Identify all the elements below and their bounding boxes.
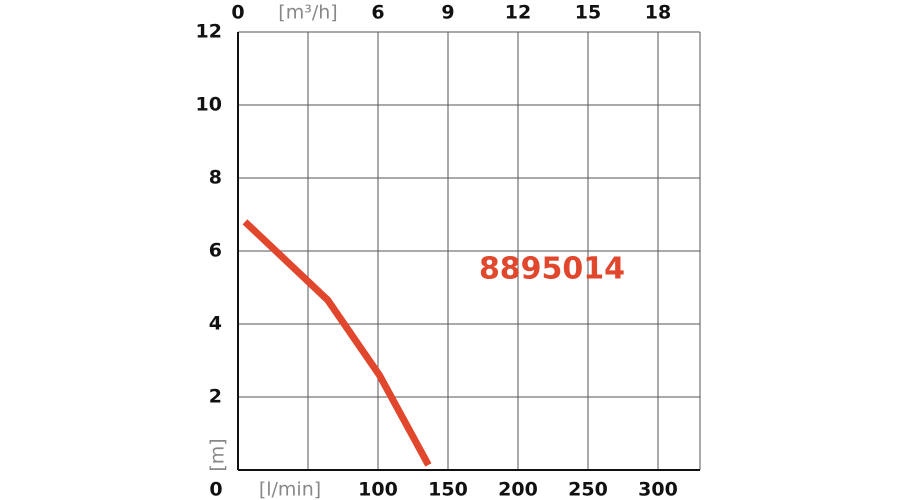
y-tick-label: 6	[209, 240, 222, 262]
x-tick-label: 250	[568, 479, 608, 500]
x2-tick-label: [m³/h]	[278, 2, 337, 24]
x2-tick-label: 18	[645, 2, 671, 24]
x-tick-label: 150	[428, 479, 468, 500]
x2-tick-label: 9	[441, 2, 454, 24]
y-tick-label: 4	[209, 313, 222, 335]
x-tick-label: [l/min]	[259, 479, 321, 500]
curve	[242, 219, 432, 467]
y-tick-label: 2	[209, 386, 222, 408]
x2-tick-label: 12	[505, 2, 531, 24]
x2-tick-label: 0	[231, 2, 244, 24]
x2-tick-label: 6	[371, 2, 384, 24]
y-tick-label: 8	[209, 167, 222, 189]
y-axis-label: [m]	[207, 438, 229, 471]
y-tick-label: 12	[196, 21, 222, 43]
x2-tick-label: 15	[575, 2, 601, 24]
x-tick-label: 300	[638, 479, 678, 500]
x-tick-label: 100	[358, 479, 398, 500]
y-tick-label: 10	[196, 94, 222, 116]
x-tick-label: 200	[498, 479, 538, 500]
x-tick-label: 0	[209, 479, 222, 500]
series-label: 8895014	[479, 252, 625, 287]
